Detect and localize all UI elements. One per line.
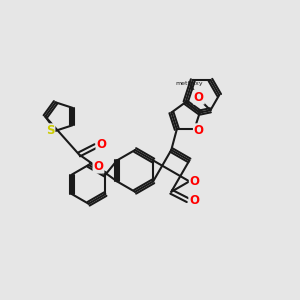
Text: S: S — [46, 124, 55, 137]
Text: methoxy: methoxy — [176, 81, 203, 86]
Text: O: O — [194, 124, 204, 137]
Text: O: O — [190, 175, 200, 188]
Text: O: O — [96, 138, 106, 151]
Text: O: O — [189, 194, 199, 207]
Text: O: O — [194, 91, 204, 104]
Text: O: O — [94, 160, 103, 172]
